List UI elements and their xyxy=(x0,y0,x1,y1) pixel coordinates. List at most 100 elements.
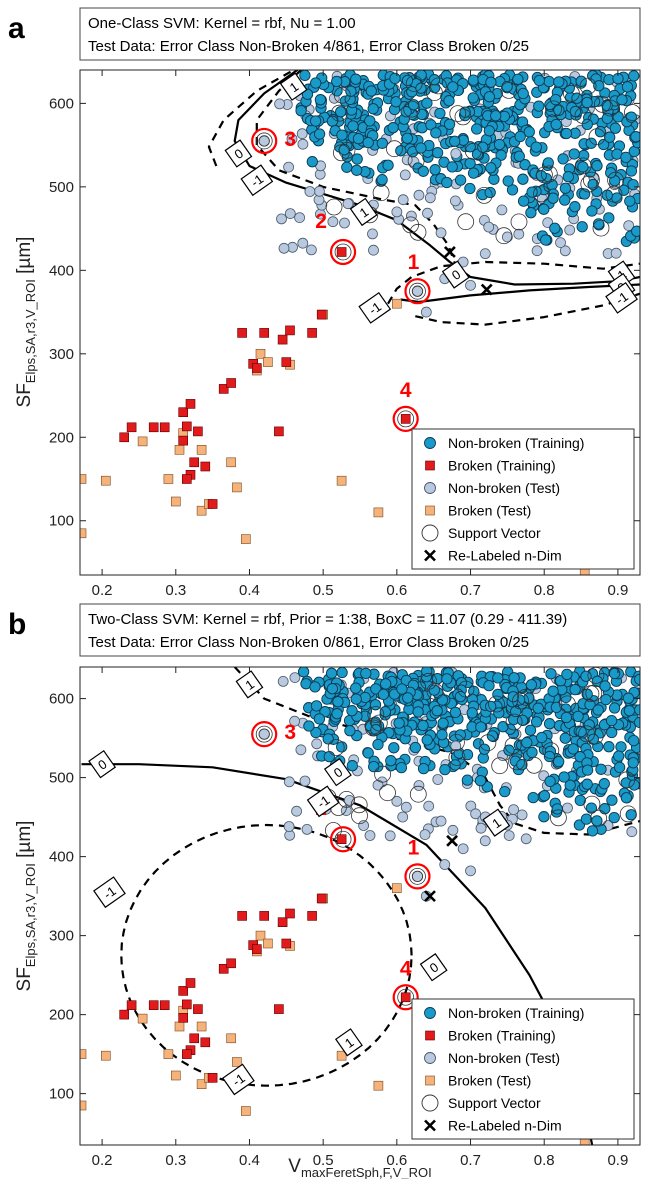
legend-marker-broken-training xyxy=(425,1030,435,1041)
nonbroken-training-point xyxy=(431,147,444,159)
support-vector xyxy=(397,988,415,1006)
info-line-1: Two-Class SVM: Kernel = rbf, Prior = 1:3… xyxy=(88,611,567,628)
nonbroken-training-point xyxy=(630,131,640,143)
support-vector xyxy=(409,282,426,300)
nonbroken-training-point xyxy=(313,128,326,140)
nonbroken-training-point xyxy=(625,165,638,177)
nonbroken-training-point xyxy=(485,76,497,88)
support-vector xyxy=(372,184,390,202)
nonbroken-training-point xyxy=(599,803,611,815)
legend-marker-support-vector xyxy=(421,524,439,542)
support-vector xyxy=(536,166,553,184)
nonbroken-test-point xyxy=(304,186,316,197)
nonbroken-training-point xyxy=(360,667,372,680)
nonbroken-training-point xyxy=(385,755,397,767)
nonbroken-test-point xyxy=(508,804,519,815)
nonbroken-training-point xyxy=(569,683,581,696)
broken-test-point xyxy=(232,482,242,493)
contour-0-lower xyxy=(400,283,640,304)
support-vector xyxy=(545,100,562,118)
contour-1-lower xyxy=(415,292,640,326)
nonbroken-test-point xyxy=(413,189,425,201)
support-vector xyxy=(374,765,392,783)
contour-label-box xyxy=(279,72,308,101)
nonbroken-test-point xyxy=(397,194,409,206)
broken-test-point xyxy=(80,1049,87,1059)
nonbroken-training-point xyxy=(557,153,569,165)
nonbroken-training-point xyxy=(560,711,573,724)
annotation-circle xyxy=(404,863,431,890)
y-tick-label: 400 xyxy=(49,849,74,866)
broken-test-point xyxy=(101,1050,111,1061)
annotated-point xyxy=(411,870,424,883)
nonbroken-training-point xyxy=(417,165,429,177)
nonbroken-training-point xyxy=(309,115,322,127)
nonbroken-training-point xyxy=(299,70,311,82)
nonbroken-training-point xyxy=(350,693,362,705)
plot-content: 123410001-1-1-11 xyxy=(80,667,640,1145)
broken-training-point xyxy=(307,328,317,338)
nonbroken-test-point xyxy=(483,221,495,233)
support-vector xyxy=(588,128,606,146)
contour-label-box xyxy=(88,749,117,779)
broken-training-point xyxy=(336,834,347,845)
nonbroken-training-point xyxy=(346,705,358,717)
nonbroken-training-point xyxy=(543,718,556,730)
annotated-point xyxy=(411,285,424,297)
y-tick-label: 500 xyxy=(49,179,74,196)
nonbroken-test-point xyxy=(342,198,354,210)
nonbroken-test-point xyxy=(277,676,289,687)
broken-training-point xyxy=(226,958,236,969)
legend: Non-broken (Training) Broken (Training) No… xyxy=(411,998,635,1140)
nonbroken-training-point xyxy=(350,682,362,694)
support-vector xyxy=(583,795,601,813)
nonbroken-training-point xyxy=(490,110,502,122)
nonbroken-training-point xyxy=(417,719,429,732)
nonbroken-training-point xyxy=(594,126,607,138)
nonbroken-training-point xyxy=(466,707,478,719)
nonbroken-training-point xyxy=(503,744,515,756)
y-axis-label-sub: Elps,SA,r3,V_ROI xyxy=(23,279,38,383)
legend-label: Broken (Training) xyxy=(448,458,556,474)
support-vector xyxy=(542,742,560,759)
legend-marker-nonbroken-training xyxy=(424,437,436,449)
annotation-label: 3 xyxy=(284,128,296,151)
nonbroken-training-point xyxy=(484,186,496,199)
nonbroken-test-point xyxy=(311,738,323,750)
nonbroken-training-point xyxy=(532,702,544,714)
nonbroken-test-point xyxy=(447,824,459,836)
nonbroken-training-point xyxy=(352,132,365,145)
x-tick-label: 0.9 xyxy=(607,1152,628,1169)
nonbroken-training-point xyxy=(401,132,413,144)
nonbroken-training-point xyxy=(507,691,519,703)
nonbroken-training-point xyxy=(512,73,524,85)
nonbroken-training-point xyxy=(536,731,548,744)
nonbroken-training-point xyxy=(376,174,388,186)
nonbroken-training-point xyxy=(341,161,353,173)
support-vector xyxy=(334,243,352,261)
nonbroken-training-point xyxy=(431,705,443,717)
contour-label-box xyxy=(358,291,392,324)
annotation-circle xyxy=(329,826,357,853)
legend: Non-broken (Training) Broken (Training) No… xyxy=(411,428,635,570)
nonbroken-training-point xyxy=(443,95,455,107)
nonbroken-training-point xyxy=(516,714,529,726)
x-tick-label: 0.3 xyxy=(165,582,186,599)
y-axis-label: SFElps,SA,r3,V_ROI [µm] xyxy=(14,821,38,992)
nonbroken-training-point xyxy=(464,182,476,195)
legend-marker-nonbroken-training xyxy=(424,1007,436,1019)
nonbroken-training-point xyxy=(454,174,467,186)
nonbroken-training-point xyxy=(461,748,474,761)
nonbroken-training-point xyxy=(584,699,596,711)
nonbroken-training-point xyxy=(439,763,451,776)
nonbroken-training-point xyxy=(591,160,603,172)
contour-label-box xyxy=(235,670,264,699)
y-tick-label: 100 xyxy=(49,513,74,530)
nonbroken-training-point xyxy=(538,203,550,215)
nonbroken-test-point xyxy=(297,237,309,249)
broken-test-point xyxy=(255,348,266,359)
info-line-2: Test Data: Error Class Non-Broken 4/861,… xyxy=(88,38,529,55)
nonbroken-training-point xyxy=(344,725,356,737)
nonbroken-test-point xyxy=(423,800,435,812)
nonbroken-training-point xyxy=(595,763,607,775)
